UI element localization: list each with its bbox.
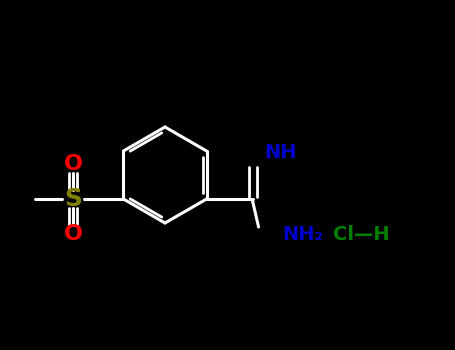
Text: NH: NH — [264, 144, 297, 162]
Text: S: S — [65, 187, 82, 211]
Text: NH₂: NH₂ — [283, 225, 324, 245]
Text: O: O — [64, 224, 83, 244]
Text: Cl—H: Cl—H — [333, 225, 389, 245]
Text: O: O — [64, 154, 83, 174]
